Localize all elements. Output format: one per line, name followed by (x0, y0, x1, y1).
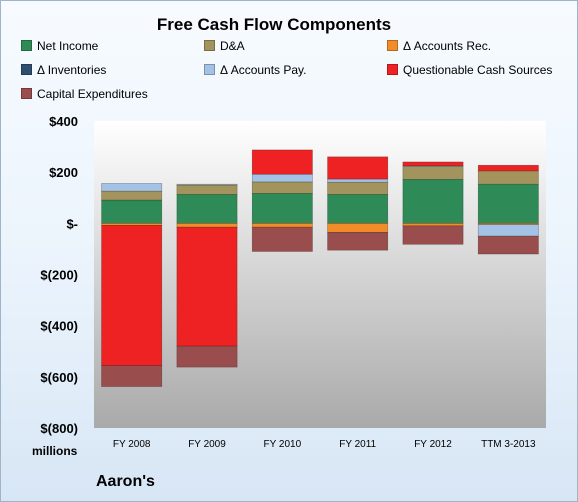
legend-item: D&A (204, 37, 387, 54)
y-tick-label: $(800) (40, 421, 78, 436)
bar-segment (402, 223, 464, 227)
bar-segment (251, 226, 313, 252)
y-tick-label: $200 (49, 165, 78, 180)
legend-item: Δ Accounts Rec. (387, 37, 578, 54)
x-tick-label: FY 2011 (339, 439, 376, 450)
bar-segment (251, 181, 313, 194)
company-label: Aaron's (96, 473, 155, 490)
bar-segment (251, 223, 313, 228)
bar-segment (251, 173, 313, 183)
bar-segment (477, 164, 539, 172)
legend-swatch (204, 64, 215, 75)
bar-segment (101, 183, 163, 192)
legend-label: Δ Accounts Pay. (220, 62, 307, 77)
y-tick-label: $- (66, 216, 78, 231)
bar-segment (176, 226, 238, 347)
bar-segment (402, 179, 464, 224)
legend-swatch (21, 88, 32, 99)
bar-segment (101, 223, 163, 226)
legend-swatch (204, 40, 215, 51)
x-tick-label: FY 2010 (264, 439, 302, 450)
legend-label: D&A (220, 38, 245, 53)
x-tick-label: FY 2009 (188, 439, 226, 450)
y-tick-label: $(400) (40, 319, 78, 334)
y-tick-label: $400 (49, 114, 78, 129)
legend-label: Questionable Cash Sources (403, 62, 553, 77)
x-tick-label: TTM 3-2013 (481, 439, 536, 450)
legend-label: Capital Expenditures (37, 86, 148, 101)
legend-swatch (387, 40, 398, 51)
y-tick-label: $(200) (40, 268, 78, 283)
bar-segment (477, 224, 539, 237)
x-tick-label: FY 2008 (113, 439, 151, 450)
bar-segment (251, 149, 313, 175)
bar-segment (327, 231, 389, 251)
bar-segment (101, 199, 163, 224)
bar-segment (477, 183, 539, 224)
legend: Net Income D&A Δ Accounts Rec. Δ Inventorie… (21, 37, 578, 102)
plot-background (94, 121, 546, 428)
legend-item: Net Income (21, 37, 204, 54)
bar-segment (101, 190, 163, 201)
bar-segment (327, 156, 389, 180)
bar-segment (327, 223, 389, 233)
legend-item: Δ Accounts Pay. (204, 61, 387, 78)
bar-segment (327, 194, 389, 224)
bar-segment (176, 184, 238, 195)
legend-swatch (21, 64, 32, 75)
legend-item: Capital Expenditures (21, 85, 204, 102)
bar-segment (176, 183, 238, 186)
legend-swatch (21, 40, 32, 51)
bar-segment (176, 223, 238, 228)
y-tick-label: $(600) (40, 370, 78, 385)
bar-segment (176, 194, 238, 224)
bar-segment (477, 235, 539, 255)
x-tick-label: FY 2012 (414, 439, 452, 450)
bar-segment (402, 161, 464, 167)
legend-label: Δ Accounts Rec. (403, 38, 492, 53)
legend-label: Δ Inventories (37, 62, 107, 77)
bar-segment (251, 193, 313, 224)
legend-item: Δ Inventories (21, 61, 204, 78)
bar-segment (327, 181, 389, 195)
legend-swatch (387, 64, 398, 75)
bar-segment (327, 178, 389, 183)
bar-segment (176, 345, 238, 368)
bar-segment (402, 166, 464, 180)
legend-item: Questionable Cash Sources (387, 61, 578, 78)
bar-segment (402, 225, 464, 245)
bar-segment (101, 365, 163, 387)
bar-segment (477, 170, 539, 185)
bar-segment (477, 223, 539, 225)
unit-label: millions (32, 444, 78, 458)
chart-title: Free Cash Flow Components (156, 15, 392, 34)
bar-segment (101, 225, 163, 366)
legend-label: Net Income (37, 38, 99, 53)
